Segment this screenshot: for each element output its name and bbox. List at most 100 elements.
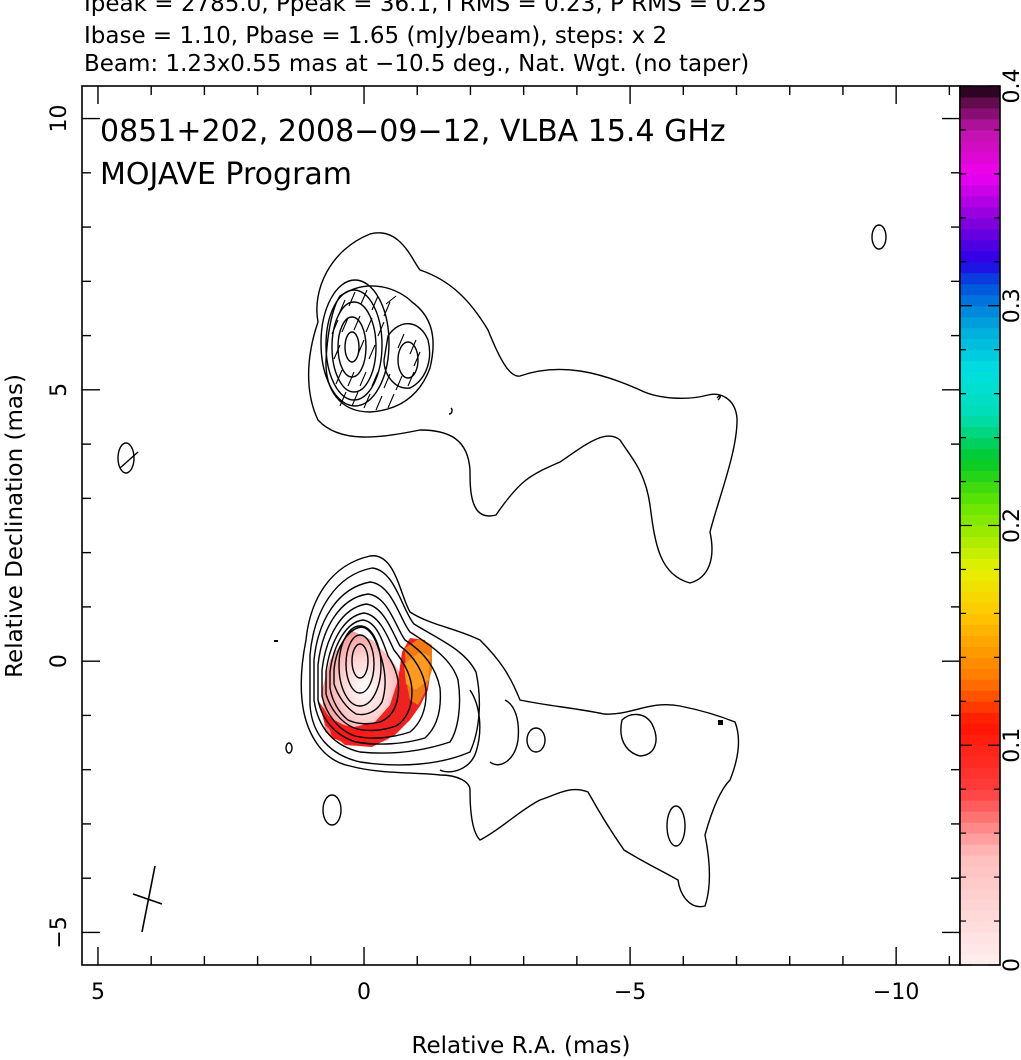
colorbar-band [960,459,1000,472]
colorbar-band [960,525,1000,537]
colorbar-band [960,778,1000,790]
colorbar-band [960,679,1000,691]
colorbar-band [960,877,1000,889]
colorbar-band [960,833,1000,845]
colorbar-band [960,646,1000,658]
y-tick-label: 0 [47,654,72,668]
colorbar-band [960,415,1000,428]
colorbar-band [960,239,1000,252]
x-axis-title: Relative R.A. (mas) [412,1033,631,1059]
colorbar-band [960,712,1000,724]
colorbar-band [960,129,1000,142]
colorbar-band [960,349,1000,362]
colorbar-band [960,701,1000,713]
colorbar-band [960,437,1000,450]
y-tick-label: 10 [47,105,72,133]
colorbar-band [960,888,1000,900]
colorbar-band [960,228,1000,241]
colorbar-band [960,107,1000,120]
colorbar-band [960,250,1000,263]
colorbar [960,86,1000,966]
colorbar-band [960,613,1000,625]
colorbar-band [960,173,1000,186]
colorbar-tick-label: 0.2 [1000,508,1021,543]
colorbar-band [960,910,1000,922]
colorbar-tick-label: 0.1 [1000,728,1021,763]
colorbar-band [960,844,1000,856]
x-tick-label: −5 [614,980,646,1005]
colorbar-band [960,921,1000,933]
colorbar-band [960,800,1000,812]
colorbar-band [960,591,1000,603]
y-tick-label: 5 [47,383,72,397]
y-axis-title: Relative Declination (mas) [2,374,28,678]
colorbar-band [960,657,1000,669]
x-tick-label: 0 [357,980,371,1005]
colorbar-band [960,569,1000,581]
y-axis-ticks: −5 0 5 10 [47,105,960,949]
colorbar-band [960,86,1000,98]
x-axis-ticks: 5 0 −5 −10 [91,86,951,1005]
colorbar-band [960,734,1000,746]
colorbar-band [960,184,1000,197]
x-tick-label: 5 [91,980,105,1005]
colorbar-band [960,624,1000,636]
colorbar-tick-label: 0 [1000,958,1021,972]
y-tick-label: −5 [47,916,72,948]
colorbar-band [960,206,1000,219]
colorbar-band [960,514,1000,526]
colorbar-band [960,426,1000,439]
header-stats-line-2: Ibase = 1.10, Pbase = 1.65 (mJy/beam), s… [84,23,668,49]
colorbar-band [960,151,1000,164]
colorbar-band [960,272,1000,285]
colorbar-band [960,580,1000,592]
colorbar-band [960,393,1000,406]
colorbar-band [960,767,1000,779]
colorbar-band [960,745,1000,757]
colorbar-band [960,723,1000,735]
colorbar-band [960,316,1000,329]
colorbar-tick-label: 0.4 [1000,69,1021,104]
colorbar-band [960,690,1000,702]
noise-dot [718,720,723,725]
colorbar-band [960,327,1000,340]
colorbar-band [960,822,1000,834]
intensity-contours [117,224,887,908]
colorbar-band [960,382,1000,395]
colorbar-band [960,536,1000,548]
colorbar-band [960,558,1000,570]
header-beam-line: Beam: 1.23x0.55 mas at −10.5 deg., Nat. … [84,51,750,77]
colorbar-band [960,668,1000,680]
colorbar-band [960,118,1000,131]
colorbar-band [960,492,1000,505]
colorbar-band [960,789,1000,801]
plot-frame [81,85,961,966]
colorbar-tick-label: 0.3 [1000,288,1021,323]
colorbar-band [960,162,1000,175]
plot-title: 0851+202, 2008−09−12, VLBA 15.4 GHz [100,114,726,149]
colorbar-band [960,96,1000,109]
colorbar-band [960,503,1000,516]
colorbar-band [960,855,1000,867]
colorbar-band [960,866,1000,878]
colorbar-band [960,899,1000,911]
colorbar-band [960,943,1000,955]
colorbar-band [960,371,1000,384]
colorbar-band [960,470,1000,483]
colorbar-band [960,602,1000,614]
colorbar-band [960,195,1000,208]
colorbar-band [960,338,1000,351]
colorbar-band [960,756,1000,768]
colorbar-band [960,294,1000,307]
colorbar-band [960,448,1000,461]
colorbar-band [960,954,1000,966]
header-stats-line-1: Ipeak = 2785.0, Ppeak = 36.1, I RMS = 0.… [84,0,767,17]
colorbar-band [960,217,1000,230]
colorbar-band [960,283,1000,296]
colorbar-band [960,360,1000,373]
colorbar-ticks: 0 0.1 0.2 0.3 0.4 [960,69,1021,972]
colorbar-band [960,140,1000,153]
colorbar-band [960,261,1000,274]
colorbar-band [960,404,1000,417]
